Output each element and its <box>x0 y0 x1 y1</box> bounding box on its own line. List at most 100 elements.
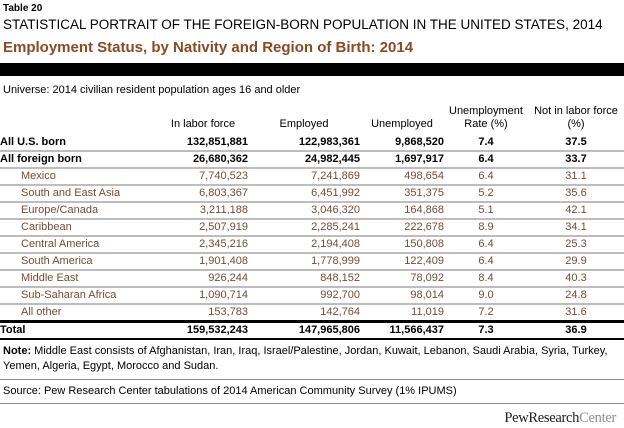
cell-employed: 6,451,992 <box>248 185 360 204</box>
cell-unemployed: 222,678 <box>360 219 444 238</box>
column-header-unemployed: Unemployed <box>371 118 433 131</box>
table-row-south-america: South America 1,901,408 1,778,999 122,40… <box>0 253 624 272</box>
cell-unemployed: 150,808 <box>360 236 444 255</box>
report-title: STATISTICAL PORTRAIT OF THE FOREIGN-BORN… <box>3 17 603 32</box>
row-label: Caribbean <box>0 219 158 238</box>
table-row-total: Total 159,532,243 147,965,806 11,566,437… <box>0 320 624 341</box>
row-label: All other <box>21 306 62 319</box>
column-header-employed: Employed <box>279 118 329 131</box>
cell-not-in-labor-force: 31.1 <box>528 168 624 187</box>
row-label: Sub-Saharan Africa <box>0 287 158 306</box>
table-row-central-america: Central America 2,345,216 2,194,408 150,… <box>0 236 624 255</box>
table-row-all-other: All other 153,783 142,764 11,019 7.2 31.… <box>0 304 624 322</box>
table-row-middle-east: Middle East 926,244 848,152 78,092 8.4 4… <box>0 270 624 289</box>
table-row-all-foreign-born: All foreign born 26,680,362 24,982,445 1… <box>0 151 624 170</box>
cell-not-in-labor-force: 35.6 <box>528 185 624 204</box>
cell-unemployment-rate: 7.3 <box>444 320 528 341</box>
table-row-all-us-born: All U.S. born 132,851,881 122,983,361 9,… <box>0 135 624 153</box>
row-label: Central America <box>0 236 158 255</box>
cell-in-labor-force: 159,532,243 <box>158 320 248 341</box>
cell-not-in-labor-force: 29.9 <box>528 253 624 272</box>
row-label: South and East Asia <box>0 185 158 204</box>
cell-employed: 2,194,408 <box>248 236 360 255</box>
row-label: South America <box>0 253 158 272</box>
cell-in-labor-force: 132,851,881 <box>158 135 248 153</box>
cell-in-labor-force: 153,783 <box>208 306 248 319</box>
table-row-caribbean: Caribbean 2,507,919 2,285,241 222,678 8.… <box>0 219 624 238</box>
column-header-in-labor-force: In labor force <box>170 118 236 131</box>
employment-status-table: In labor force Employed Unemployed Unemp… <box>0 105 624 341</box>
cell-not-in-labor-force: 40.3 <box>528 270 624 289</box>
cell-in-labor-force: 2,345,216 <box>158 236 248 255</box>
cell-unemployed: 164,868 <box>360 202 444 221</box>
pew-research-center-logo: PewResearchCenter <box>0 404 624 427</box>
row-label: All U.S. born <box>0 135 158 153</box>
cell-employed: 147,965,806 <box>248 320 360 341</box>
table-number-label: Table 20 <box>3 3 43 14</box>
cell-unemployed: 11,019 <box>411 306 444 319</box>
cell-employed: 2,285,241 <box>248 219 360 238</box>
table-note: Note: Middle East consists of Afghanista… <box>0 340 624 379</box>
divider-bar <box>0 62 624 76</box>
table-row-south-east-asia: South and East Asia 6,803,367 6,451,992 … <box>0 185 624 204</box>
cell-unemployment-rate: 5.1 <box>444 202 528 221</box>
cell-not-in-labor-force: 42.1 <box>528 202 624 221</box>
cell-not-in-labor-force: 37.5 <box>528 135 624 153</box>
row-label: Europe/Canada <box>0 202 158 221</box>
cell-not-in-labor-force: 24.8 <box>528 287 624 306</box>
table-header-row: In labor force Employed Unemployed Unemp… <box>0 105 624 136</box>
row-label: Total <box>0 320 158 341</box>
cell-in-labor-force: 6,803,367 <box>158 185 248 204</box>
cell-in-labor-force: 1,090,714 <box>158 287 248 306</box>
cell-unemployment-rate: 8.9 <box>444 219 528 238</box>
cell-unemployment-rate: 6.4 <box>444 151 528 170</box>
table-row-europe-canada: Europe/Canada 3,211,188 3,046,320 164,86… <box>0 202 624 221</box>
cell-not-in-labor-force: 25.3 <box>528 236 624 255</box>
cell-unemployed: 98,014 <box>360 287 444 306</box>
cell-unemployment-rate: 6.4 <box>444 236 528 255</box>
cell-unemployed: 351,375 <box>360 185 444 204</box>
cell-unemployment-rate: 6.4 <box>444 253 528 272</box>
cell-not-in-labor-force: 31.6 <box>565 306 587 319</box>
cell-employed: 1,778,999 <box>248 253 360 272</box>
page-title: Employment Status, by Nativity and Regio… <box>3 38 414 56</box>
cell-in-labor-force: 7,740,523 <box>158 168 248 187</box>
cell-unemployment-rate: 9.0 <box>444 287 528 306</box>
cell-unemployed: 9,868,520 <box>360 135 444 153</box>
row-label: Middle East <box>0 270 158 289</box>
logo-text-secondary: Center <box>579 410 616 427</box>
cell-in-labor-force: 1,901,408 <box>158 253 248 272</box>
cell-unemployment-rate: 5.2 <box>444 185 528 204</box>
cell-in-labor-force: 26,680,362 <box>158 151 248 170</box>
cell-not-in-labor-force: 34.1 <box>528 219 624 238</box>
column-header-blank <box>0 105 158 136</box>
column-header-not-in-labor-force: Not in labor force (%) <box>534 104 618 131</box>
cell-not-in-labor-force: 36.9 <box>528 320 624 341</box>
cell-employed: 3,046,320 <box>248 202 360 221</box>
cell-in-labor-force: 2,507,919 <box>158 219 248 238</box>
cell-employed: 848,152 <box>248 270 360 289</box>
cell-employed: 7,241,869 <box>248 168 360 187</box>
row-label: Mexico <box>0 168 158 187</box>
cell-unemployment-rate: 7.2 <box>478 306 494 319</box>
row-label: All foreign born <box>0 151 158 170</box>
table-row-sub-saharan-africa: Sub-Saharan Africa 1,090,714 992,700 98,… <box>0 287 624 306</box>
universe-note: Universe: 2014 civilian resident populat… <box>3 83 301 96</box>
cell-unemployed: 498,654 <box>360 168 444 187</box>
cell-employed: 992,700 <box>248 287 360 306</box>
cell-unemployed: 122,409 <box>360 253 444 272</box>
table-row-mexico: Mexico 7,740,523 7,241,869 498,654 6.4 3… <box>0 168 624 187</box>
cell-unemployment-rate: 6.4 <box>444 168 528 187</box>
cell-not-in-labor-force: 33.7 <box>528 151 624 170</box>
cell-employed: 142,764 <box>320 306 360 319</box>
cell-employed: 122,983,361 <box>248 135 360 153</box>
cell-unemployed: 1,697,917 <box>360 151 444 170</box>
cell-unemployment-rate: 7.4 <box>444 135 528 153</box>
source-line: Source: Pew Research Center tabulations … <box>0 379 624 405</box>
cell-employed: 24,982,445 <box>248 151 360 170</box>
cell-unemployed: 11,566,437 <box>360 320 444 341</box>
cell-in-labor-force: 3,211,188 <box>158 202 248 221</box>
cell-in-labor-force: 926,244 <box>158 270 248 289</box>
cell-unemployment-rate: 8.4 <box>444 270 528 289</box>
